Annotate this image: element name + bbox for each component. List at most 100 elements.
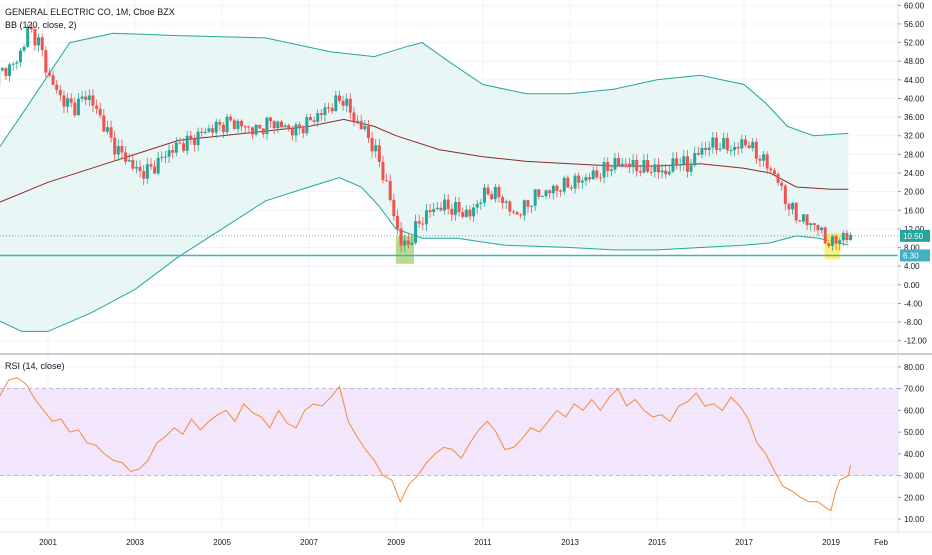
candle-body bbox=[777, 174, 780, 183]
candle-body bbox=[52, 75, 55, 84]
candle-body bbox=[360, 121, 363, 129]
candle-body bbox=[700, 148, 703, 155]
candle-body bbox=[588, 177, 591, 179]
candle-body bbox=[407, 241, 410, 245]
candle-body bbox=[443, 200, 446, 211]
candle-body bbox=[501, 197, 504, 203]
candle-body bbox=[371, 138, 374, 151]
candle-body bbox=[367, 126, 370, 138]
candle-body bbox=[577, 176, 580, 183]
candle-body bbox=[592, 171, 595, 180]
candle-body bbox=[755, 142, 758, 159]
candle-body bbox=[226, 117, 229, 132]
candle-body bbox=[81, 97, 84, 99]
candle-body bbox=[708, 148, 711, 150]
candle-body bbox=[211, 128, 214, 132]
candle-body bbox=[349, 99, 352, 113]
candle-body bbox=[461, 212, 464, 217]
candle-body bbox=[606, 162, 609, 171]
candle-body bbox=[541, 196, 544, 197]
candle-body bbox=[363, 126, 366, 129]
candle-body bbox=[262, 128, 265, 134]
candle-body bbox=[711, 138, 714, 148]
candle-body bbox=[740, 139, 743, 148]
candle-body bbox=[327, 107, 330, 108]
price-tick-label: 32.00 bbox=[904, 132, 925, 141]
candle-body bbox=[715, 138, 718, 150]
candle-body bbox=[139, 167, 142, 171]
candle-body bbox=[352, 113, 355, 122]
candle-body bbox=[570, 188, 573, 189]
candle-body bbox=[574, 176, 577, 189]
candle-body bbox=[675, 158, 678, 165]
candle-body bbox=[610, 170, 613, 171]
candle-body bbox=[497, 187, 500, 197]
time-axis-label: 2005 bbox=[213, 538, 231, 547]
candle-body bbox=[784, 186, 787, 204]
candle-body bbox=[378, 145, 381, 162]
rsi-tick-label: 50.00 bbox=[904, 428, 925, 437]
candle-body bbox=[302, 128, 305, 133]
candle-body bbox=[523, 200, 526, 215]
rsi-tick-label: 30.00 bbox=[904, 472, 925, 481]
candle-body bbox=[186, 136, 189, 151]
candle-body bbox=[824, 228, 827, 244]
candle-body bbox=[403, 241, 406, 246]
candle-body bbox=[762, 154, 765, 160]
candle-body bbox=[236, 121, 239, 129]
candle-body bbox=[722, 138, 725, 149]
candle-body bbox=[690, 165, 693, 172]
candle-body bbox=[733, 147, 736, 150]
candle-body bbox=[59, 90, 62, 95]
candle-body bbox=[12, 64, 15, 65]
candle-body bbox=[374, 145, 377, 151]
candle-body bbox=[809, 223, 812, 225]
candle-body bbox=[729, 150, 732, 151]
time-axis-label: 2003 bbox=[126, 538, 144, 547]
candle-body bbox=[207, 128, 210, 131]
price-tick-label: 60.00 bbox=[904, 1, 925, 10]
candle-body bbox=[831, 236, 834, 246]
candle-body bbox=[149, 164, 152, 166]
price-tick-label: -8.00 bbox=[904, 318, 923, 327]
candle-body bbox=[48, 73, 51, 76]
price-badge-label: 6.30 bbox=[903, 251, 919, 260]
candle-body bbox=[516, 212, 519, 214]
candle-body bbox=[526, 200, 529, 206]
candle-body bbox=[99, 109, 102, 116]
candle-body bbox=[744, 139, 747, 145]
price-tick-label: 4.00 bbox=[904, 262, 920, 271]
candle-body bbox=[537, 189, 540, 196]
candle-body bbox=[153, 167, 156, 174]
candle-body bbox=[563, 178, 566, 192]
candle-body bbox=[613, 158, 616, 170]
candle-body bbox=[323, 107, 326, 115]
candle-body bbox=[559, 191, 562, 192]
candle-body bbox=[320, 113, 323, 115]
price-tick-label: 28.00 bbox=[904, 150, 925, 159]
candle-body bbox=[160, 157, 163, 158]
candle-body bbox=[66, 98, 69, 106]
candle-body bbox=[189, 136, 192, 139]
candle-body bbox=[679, 165, 682, 166]
candle-body bbox=[298, 124, 301, 128]
candle-body bbox=[1, 68, 4, 70]
candle-body bbox=[816, 225, 819, 230]
candle-body bbox=[635, 160, 638, 171]
candle-body bbox=[624, 164, 627, 165]
candle-body bbox=[19, 51, 22, 63]
main-legend: GENERAL ELECTRIC CO, 1M, Cboe BZX BB (12… bbox=[5, 6, 175, 32]
candle-body bbox=[124, 153, 127, 162]
candle-body bbox=[458, 202, 461, 212]
candle-body bbox=[331, 108, 334, 111]
rsi-tick-label: 80.00 bbox=[904, 363, 925, 372]
candle-body bbox=[468, 210, 471, 217]
candle-body bbox=[566, 178, 569, 188]
candle-body bbox=[106, 127, 109, 131]
candle-body bbox=[400, 228, 403, 245]
candle-body bbox=[284, 125, 287, 127]
candle-body bbox=[421, 224, 424, 225]
candle-body bbox=[661, 171, 664, 173]
